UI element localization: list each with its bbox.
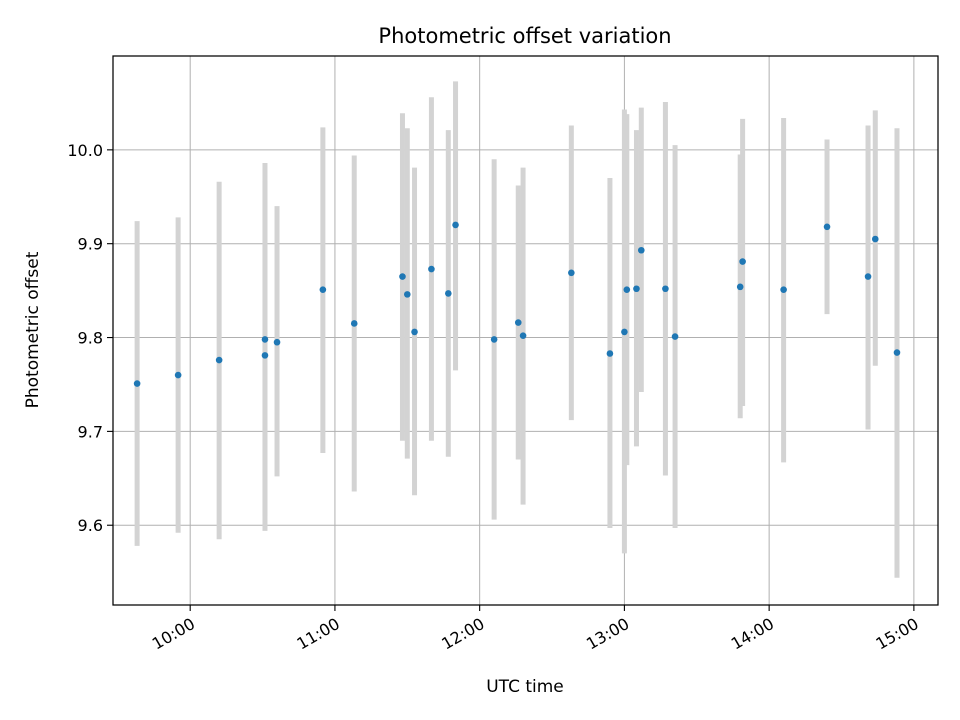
data-point (823, 223, 831, 231)
data-point (606, 350, 614, 357)
y-tick-label: 9.6 (78, 516, 103, 535)
data-point (893, 349, 901, 356)
data-point (411, 328, 418, 336)
data-point (273, 338, 281, 346)
data-points (133, 221, 901, 387)
data-point (780, 286, 787, 293)
data-point (428, 265, 435, 273)
chart-title: Photometric offset variation (378, 24, 671, 48)
data-point (399, 273, 406, 280)
data-point (637, 246, 645, 254)
data-point (671, 333, 679, 340)
y-tick-label: 10.0 (67, 141, 103, 160)
data-point (662, 285, 669, 293)
data-point (490, 336, 498, 343)
data-point (623, 286, 631, 293)
plot-frame (112, 55, 939, 606)
data-point (319, 286, 327, 293)
y-axis-title: Photometric offset (23, 251, 43, 408)
y-tick-label: 9.9 (78, 235, 103, 254)
data-point (261, 336, 269, 343)
data-point (864, 273, 872, 280)
data-point (215, 356, 223, 364)
data-point (445, 290, 452, 297)
data-point (633, 285, 640, 293)
data-point (174, 371, 182, 379)
data-point (403, 291, 411, 298)
y-tick-label: 9.8 (78, 329, 103, 348)
data-point (350, 320, 358, 327)
data-point (621, 328, 628, 336)
x-axis-title: UTC time (486, 677, 564, 697)
data-point (261, 352, 269, 359)
data-point (736, 283, 744, 291)
data-point (452, 221, 459, 229)
data-point (519, 332, 527, 339)
y-tick-label: 9.7 (78, 422, 103, 441)
data-point (514, 319, 522, 326)
data-point (739, 258, 746, 265)
data-point (871, 235, 879, 243)
data-point (133, 380, 141, 387)
data-point (568, 269, 575, 277)
